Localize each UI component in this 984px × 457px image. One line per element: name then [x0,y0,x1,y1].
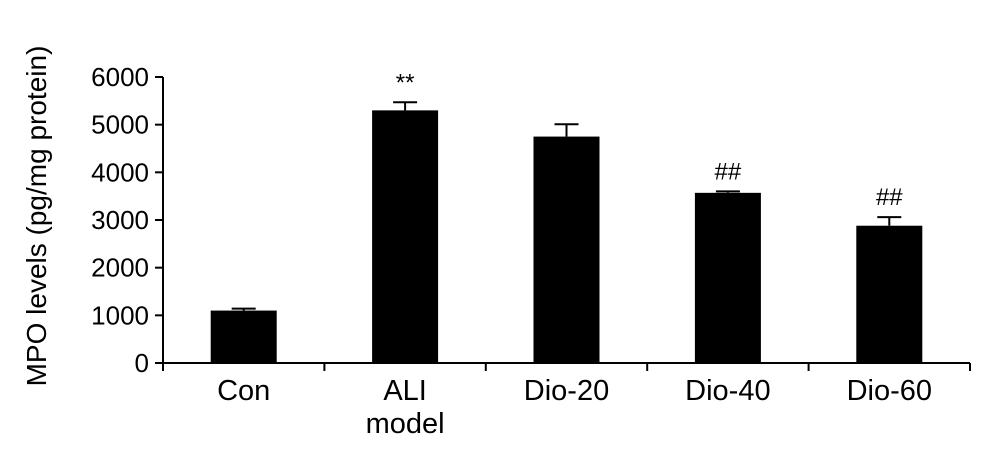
bar-3 [694,192,761,363]
y-tick-label-6000: 6000 [91,62,149,92]
significance-label-1: ** [396,69,415,96]
x-category-label-1-1: model [366,408,445,440]
bar-2 [533,136,600,363]
x-category-label-0-0: Con [217,375,270,407]
bars [210,101,923,363]
bar-1 [372,110,439,363]
y-tick-label-5000: 5000 [91,110,149,140]
y-tick-label-1000: 1000 [91,300,149,330]
y-tick-label-2000: 2000 [91,253,149,283]
bar-0 [210,310,277,363]
y-tick-label-0: 0 [135,348,149,378]
x-category-label-3-0: Dio-40 [685,375,770,407]
y-axis-title-group: MPO levels (pg/mg protein) [21,46,52,387]
significance-label-3: ## [715,158,742,185]
x-category-label-2-0: Dio-20 [524,375,609,407]
y-tick-label-4000: 4000 [91,157,149,187]
x-category-label-4-0: Dio-60 [847,375,932,407]
bar-4 [856,225,923,363]
significance-label-4: ## [876,184,903,211]
y-tick-label-3000: 3000 [91,205,149,235]
x-category-label-1-0: ALI [383,375,427,407]
y-axis-title: MPO levels (pg/mg protein) [21,46,52,387]
